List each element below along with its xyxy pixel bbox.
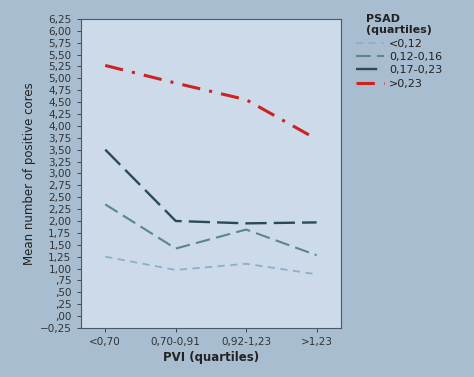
Line: 0,17-0,23: 0,17-0,23 [105, 150, 317, 223]
0,12-0,16 [173, 246, 179, 251]
0,17-0,23 [173, 219, 179, 223]
>0,23 [173, 81, 179, 85]
0,12-0,16 [102, 202, 108, 207]
0,12-0,16 [314, 253, 319, 257]
>0,23 [243, 97, 249, 102]
Line: <0,12: <0,12 [105, 257, 317, 274]
Legend: <0,12, 0,12-0,16, 0,17-0,23, >0,23: <0,12, 0,12-0,16, 0,17-0,23, >0,23 [352, 9, 447, 93]
<0,12 [102, 254, 108, 259]
0,17-0,23 [314, 220, 319, 225]
>0,23 [102, 63, 108, 68]
0,12-0,16 [243, 227, 249, 232]
0,17-0,23 [243, 221, 249, 225]
<0,12 [243, 262, 249, 266]
Y-axis label: Mean number of positive cores: Mean number of positive cores [22, 82, 36, 265]
Line: 0,12-0,16: 0,12-0,16 [105, 204, 317, 255]
>0,23 [314, 137, 319, 141]
<0,12 [314, 272, 319, 276]
0,17-0,23 [102, 147, 108, 152]
Line: >0,23: >0,23 [105, 66, 317, 139]
<0,12 [173, 268, 179, 272]
X-axis label: PVI (quartiles): PVI (quartiles) [163, 351, 259, 364]
